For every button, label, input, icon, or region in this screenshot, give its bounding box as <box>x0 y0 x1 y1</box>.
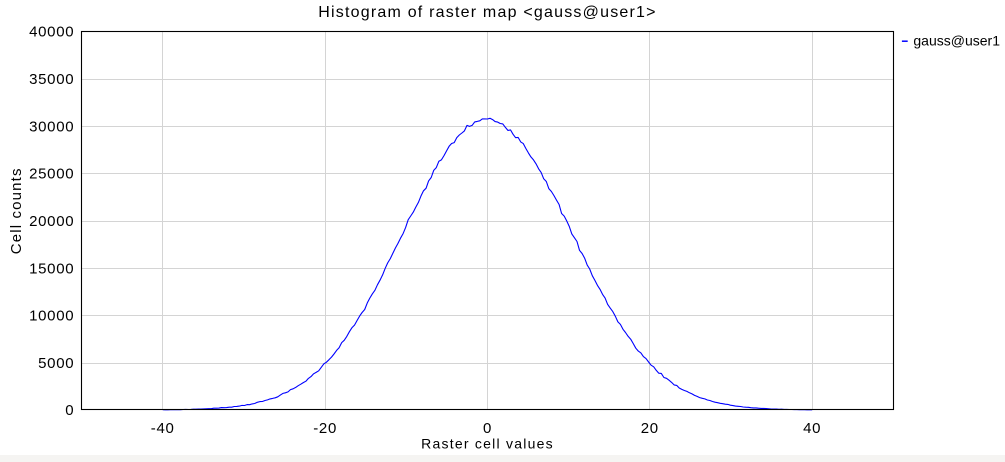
svg-text:40000: 40000 <box>29 24 74 41</box>
svg-text:gauss@user1: gauss@user1 <box>913 33 1000 49</box>
svg-text:-20: -20 <box>313 420 337 437</box>
svg-text:-40: -40 <box>151 420 175 437</box>
svg-text:15000: 15000 <box>29 260 74 277</box>
svg-text:5000: 5000 <box>38 355 74 372</box>
svg-text:25000: 25000 <box>29 166 74 183</box>
svg-text:0: 0 <box>483 420 492 437</box>
svg-text:20000: 20000 <box>29 213 74 230</box>
svg-text:20: 20 <box>641 420 659 437</box>
svg-text:0: 0 <box>65 402 74 419</box>
svg-text:40: 40 <box>803 420 821 437</box>
svg-text:30000: 30000 <box>29 118 74 135</box>
svg-text:Histogram of raster map <gauss: Histogram of raster map <gauss@user1> <box>318 4 656 21</box>
svg-text:35000: 35000 <box>29 71 74 88</box>
svg-text:Raster cell values: Raster cell values <box>421 436 554 452</box>
svg-text:10000: 10000 <box>29 308 74 325</box>
svg-text:Cell counts: Cell counts <box>8 167 25 254</box>
